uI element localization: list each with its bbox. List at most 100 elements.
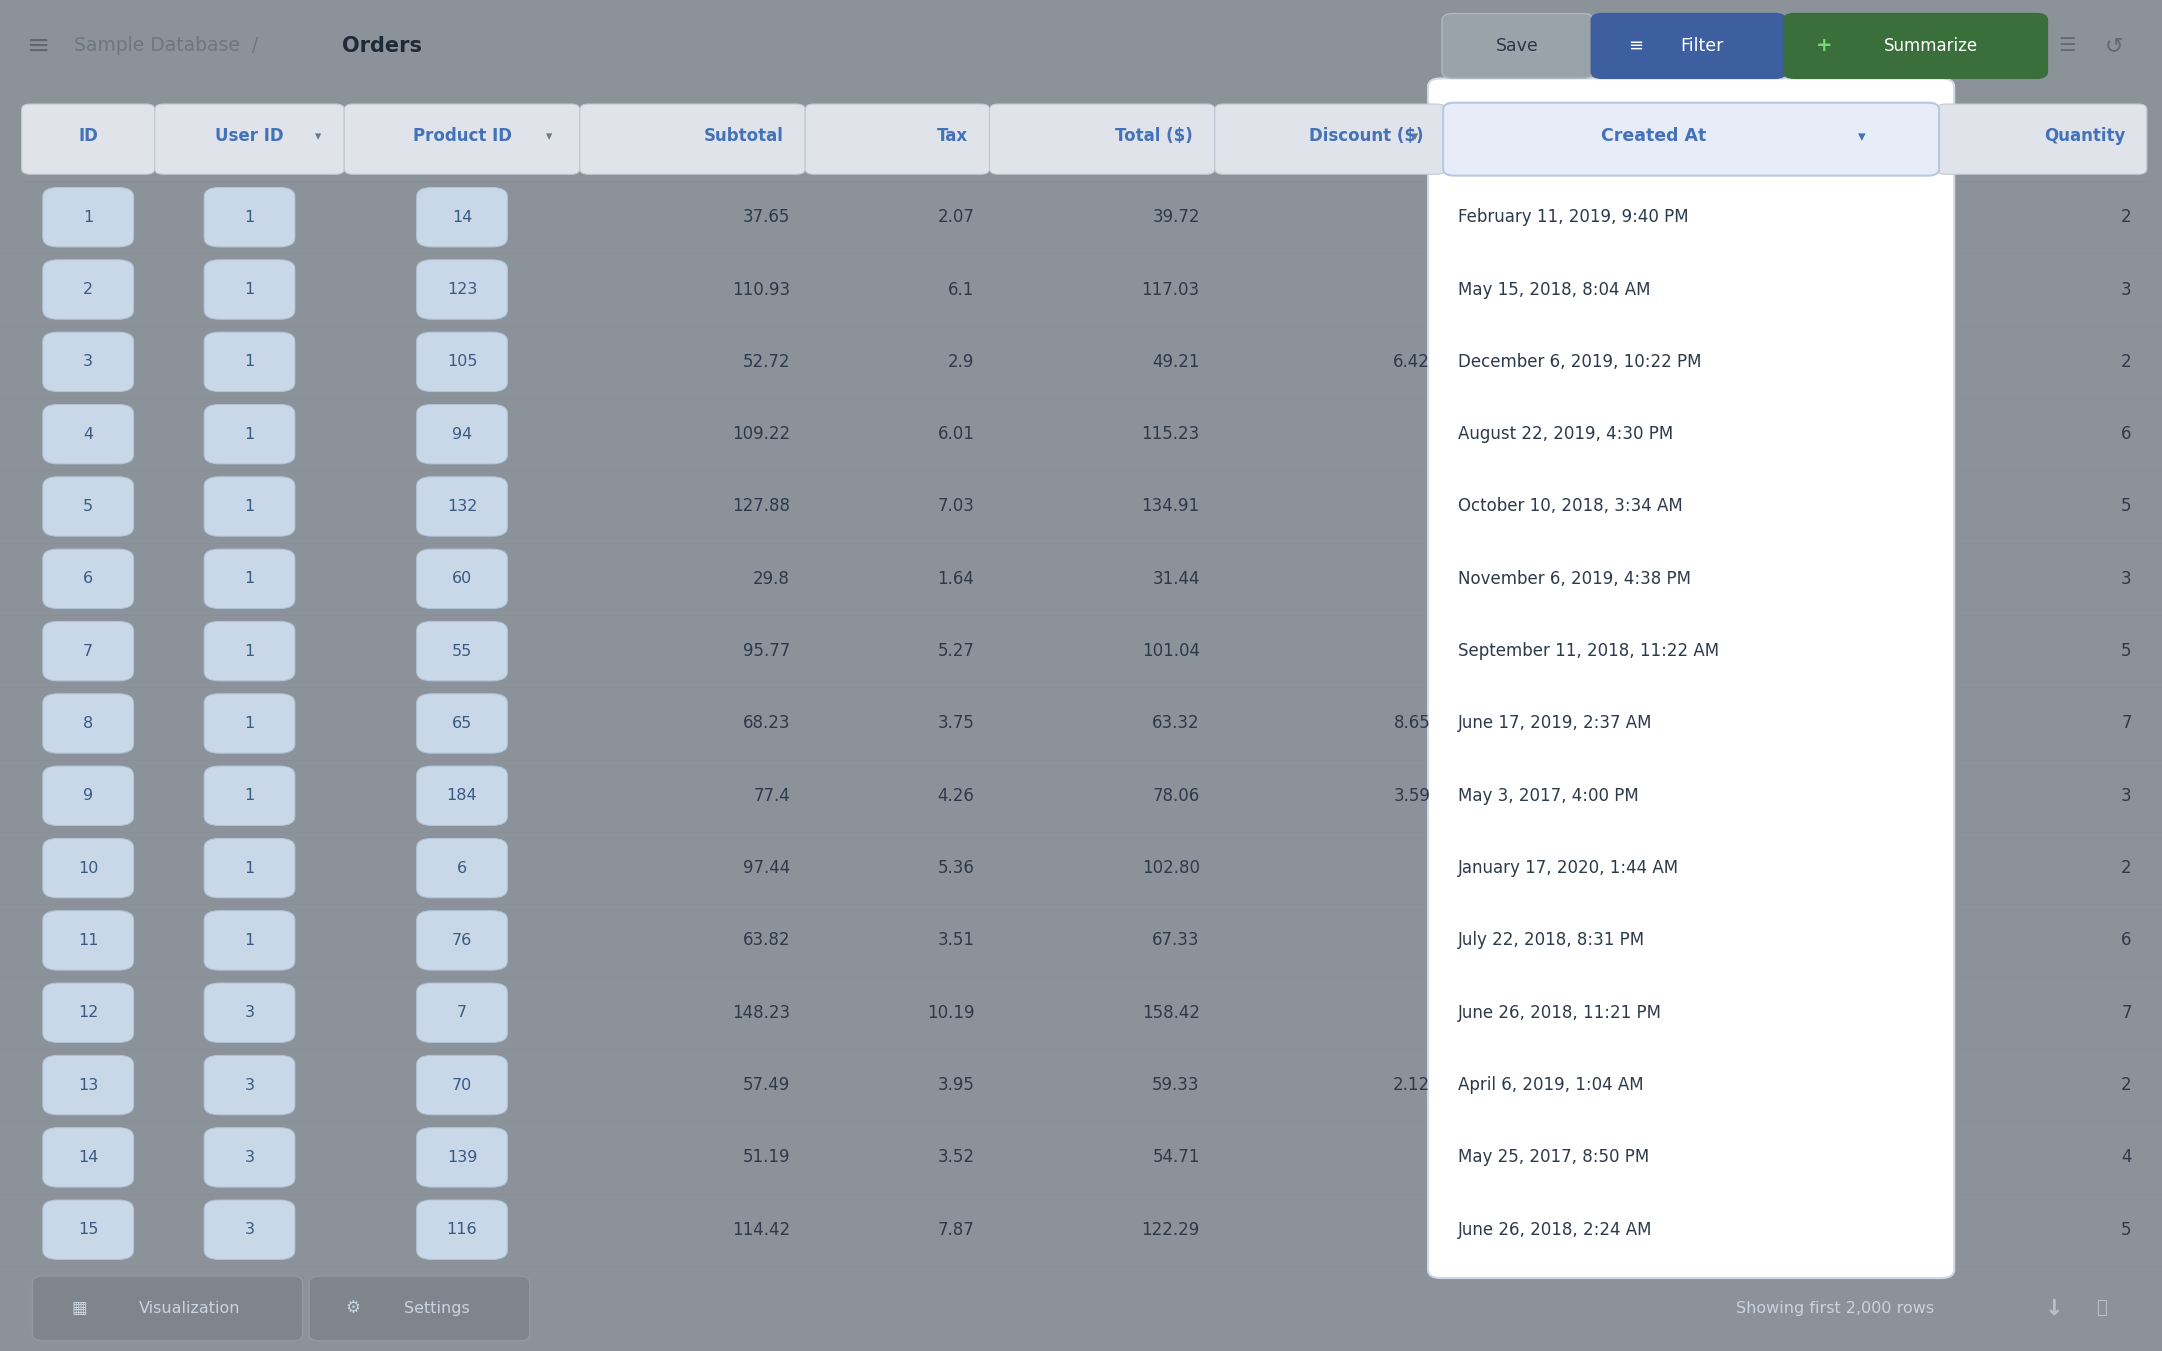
- FancyBboxPatch shape: [43, 188, 134, 247]
- Text: 15: 15: [78, 1223, 99, 1238]
- Text: User ID: User ID: [216, 127, 283, 146]
- Text: 60: 60: [452, 571, 471, 586]
- Text: September 11, 2018, 11:22 AM: September 11, 2018, 11:22 AM: [1457, 642, 1719, 661]
- FancyBboxPatch shape: [417, 1128, 508, 1188]
- FancyBboxPatch shape: [1442, 103, 1939, 176]
- Text: 102.80: 102.80: [1142, 859, 1200, 877]
- FancyBboxPatch shape: [1937, 104, 2147, 174]
- Text: 3: 3: [244, 1150, 255, 1165]
- Text: 2: 2: [2121, 859, 2132, 877]
- FancyBboxPatch shape: [43, 694, 134, 754]
- Text: 122.29: 122.29: [1142, 1221, 1200, 1239]
- Text: 14: 14: [452, 209, 471, 224]
- Text: ▦: ▦: [71, 1300, 86, 1317]
- Text: 77.4: 77.4: [752, 786, 789, 805]
- Text: 8: 8: [82, 716, 93, 731]
- Text: 5.36: 5.36: [938, 859, 975, 877]
- Text: 3.52: 3.52: [938, 1148, 975, 1166]
- Text: ≡: ≡: [28, 32, 50, 59]
- FancyBboxPatch shape: [203, 839, 294, 898]
- Text: 3.51: 3.51: [938, 931, 975, 950]
- Text: 3: 3: [244, 1223, 255, 1238]
- Text: 6.01: 6.01: [938, 426, 975, 443]
- Text: April 6, 2019, 1:04 AM: April 6, 2019, 1:04 AM: [1457, 1077, 1643, 1094]
- FancyBboxPatch shape: [1215, 104, 1444, 174]
- FancyBboxPatch shape: [417, 549, 508, 608]
- Text: 51.19: 51.19: [742, 1148, 789, 1166]
- FancyBboxPatch shape: [43, 477, 134, 536]
- Text: 3.75: 3.75: [938, 715, 975, 732]
- Text: 49.21: 49.21: [1152, 353, 1200, 370]
- Text: May 15, 2018, 8:04 AM: May 15, 2018, 8:04 AM: [1457, 281, 1652, 299]
- Text: 4: 4: [82, 427, 93, 442]
- Text: Showing first 2,000 rows: Showing first 2,000 rows: [1736, 1301, 1935, 1316]
- Text: Summarize: Summarize: [1883, 36, 1978, 55]
- Text: 55: 55: [452, 643, 471, 659]
- Text: ▾: ▾: [1412, 130, 1418, 143]
- Text: 109.22: 109.22: [733, 426, 789, 443]
- Text: 1: 1: [244, 282, 255, 297]
- FancyBboxPatch shape: [309, 1275, 530, 1340]
- FancyBboxPatch shape: [990, 104, 1215, 174]
- Text: ☰: ☰: [2058, 36, 2076, 55]
- Text: 94: 94: [452, 427, 471, 442]
- FancyBboxPatch shape: [417, 1200, 508, 1259]
- FancyBboxPatch shape: [417, 259, 508, 319]
- Text: 5: 5: [2121, 497, 2132, 516]
- Text: 31.44: 31.44: [1152, 570, 1200, 588]
- Text: 158.42: 158.42: [1142, 1004, 1200, 1021]
- Text: January 17, 2020, 1:44 AM: January 17, 2020, 1:44 AM: [1457, 859, 1680, 877]
- Text: Tax: Tax: [936, 127, 969, 146]
- Text: 3: 3: [82, 354, 93, 369]
- Text: Quantity: Quantity: [2043, 127, 2125, 146]
- FancyBboxPatch shape: [43, 766, 134, 825]
- FancyBboxPatch shape: [43, 839, 134, 898]
- FancyBboxPatch shape: [203, 984, 294, 1043]
- Text: Created At: Created At: [1600, 127, 1706, 146]
- Text: 1: 1: [82, 209, 93, 224]
- FancyBboxPatch shape: [43, 621, 134, 681]
- Text: 7.87: 7.87: [938, 1221, 975, 1239]
- Text: 2.07: 2.07: [938, 208, 975, 226]
- Text: 110.93: 110.93: [733, 281, 789, 299]
- Text: ID: ID: [78, 127, 97, 146]
- Text: 1: 1: [244, 861, 255, 875]
- Text: 105: 105: [448, 354, 478, 369]
- Text: 63.82: 63.82: [742, 931, 789, 950]
- Text: +: +: [1816, 36, 1833, 55]
- Text: May 25, 2017, 8:50 PM: May 25, 2017, 8:50 PM: [1457, 1148, 1650, 1166]
- Text: 11: 11: [78, 934, 99, 948]
- Text: 123: 123: [448, 282, 478, 297]
- Text: 5.27: 5.27: [938, 642, 975, 661]
- Text: 54.71: 54.71: [1152, 1148, 1200, 1166]
- Text: 1: 1: [244, 571, 255, 586]
- Text: ▾: ▾: [1857, 128, 1866, 145]
- FancyBboxPatch shape: [203, 1055, 294, 1115]
- FancyBboxPatch shape: [203, 1128, 294, 1188]
- Text: 1: 1: [244, 788, 255, 804]
- Text: ▾: ▾: [547, 130, 553, 143]
- FancyBboxPatch shape: [203, 477, 294, 536]
- Text: October 10, 2018, 3:34 AM: October 10, 2018, 3:34 AM: [1457, 497, 1682, 516]
- Text: Total ($): Total ($): [1116, 127, 1193, 146]
- FancyBboxPatch shape: [203, 259, 294, 319]
- Text: 70: 70: [452, 1078, 471, 1093]
- Text: 5: 5: [2121, 642, 2132, 661]
- Text: 3: 3: [2121, 570, 2132, 588]
- FancyBboxPatch shape: [203, 1200, 294, 1259]
- FancyBboxPatch shape: [417, 911, 508, 970]
- Text: 14: 14: [78, 1150, 99, 1165]
- Text: 1.64: 1.64: [938, 570, 975, 588]
- Text: 37.65: 37.65: [742, 208, 789, 226]
- Text: Save: Save: [1496, 36, 1539, 55]
- Text: 184: 184: [448, 788, 478, 804]
- Text: June 26, 2018, 2:24 AM: June 26, 2018, 2:24 AM: [1457, 1221, 1652, 1239]
- Text: 95.77: 95.77: [744, 642, 789, 661]
- FancyBboxPatch shape: [417, 839, 508, 898]
- Text: 7: 7: [2121, 1004, 2132, 1021]
- Text: 1: 1: [244, 427, 255, 442]
- Text: 68.23: 68.23: [742, 715, 789, 732]
- FancyBboxPatch shape: [43, 984, 134, 1043]
- Text: 134.91: 134.91: [1142, 497, 1200, 516]
- Text: 2: 2: [2121, 1077, 2132, 1094]
